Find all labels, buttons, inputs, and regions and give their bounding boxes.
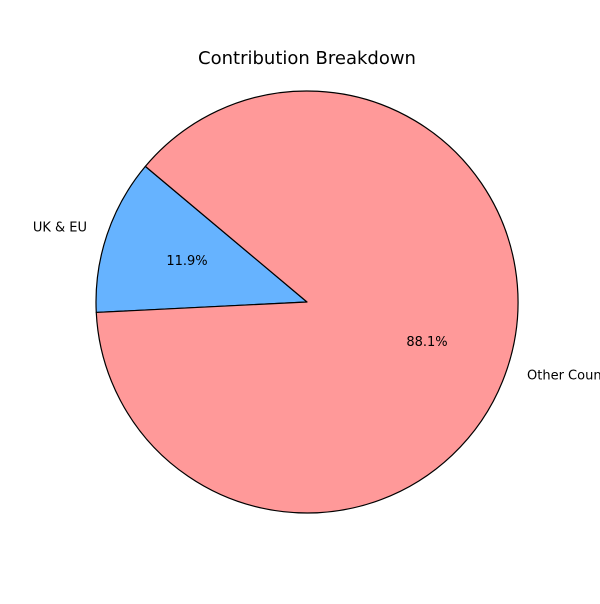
pie-slice-uk-eu xyxy=(95,165,308,314)
pie-slices xyxy=(95,90,519,514)
pie-slice-other-countries xyxy=(95,90,519,514)
slice-label: UK & EU xyxy=(33,221,87,236)
pie-labels: UK & EU 11.9% Other Countries 88.1% xyxy=(33,221,600,384)
slice-percent-label: 11.9% xyxy=(166,254,207,269)
slice-label: Other Countries xyxy=(527,368,600,383)
slice-percent-label: 88.1% xyxy=(406,335,447,350)
chart-title: Contribution Breakdown xyxy=(198,48,416,69)
